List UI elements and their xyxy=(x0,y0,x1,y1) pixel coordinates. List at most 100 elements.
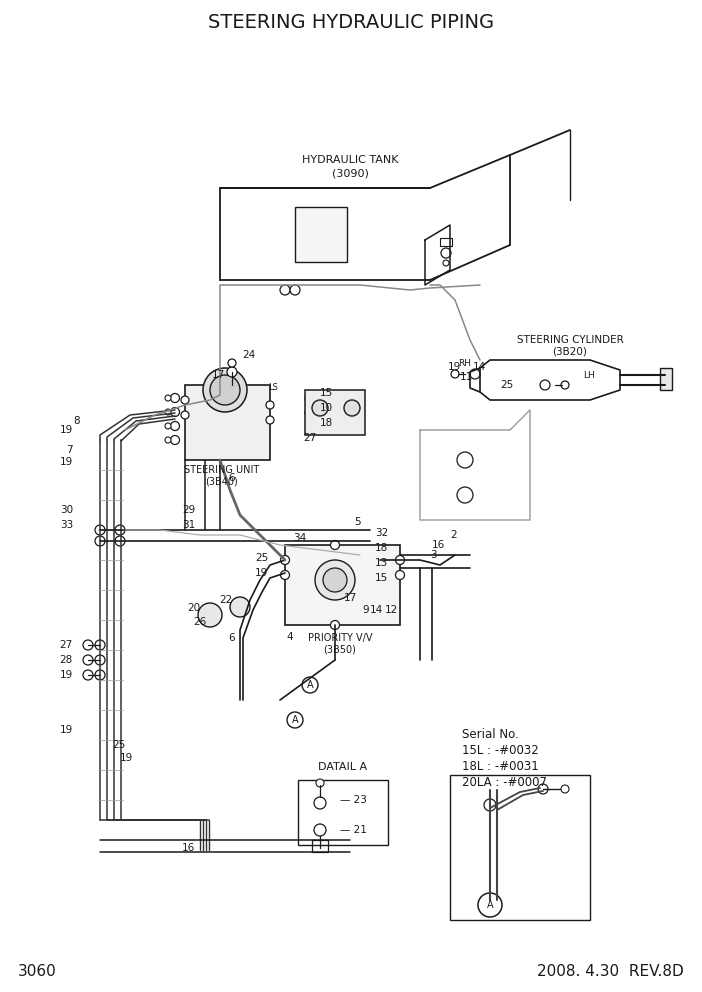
Text: — 21: — 21 xyxy=(340,825,367,835)
Text: 6: 6 xyxy=(228,633,234,643)
Circle shape xyxy=(165,395,171,401)
Text: 19: 19 xyxy=(60,670,73,680)
Text: 26: 26 xyxy=(194,617,207,627)
Circle shape xyxy=(441,248,451,258)
Text: (3090): (3090) xyxy=(331,168,369,178)
Text: 34: 34 xyxy=(293,533,307,543)
Circle shape xyxy=(266,401,274,409)
Text: 2008. 4.30  REV.8D: 2008. 4.30 REV.8D xyxy=(537,964,684,979)
Text: 31: 31 xyxy=(182,520,195,530)
Text: 19: 19 xyxy=(448,362,461,372)
Text: HYDRAULIC TANK: HYDRAULIC TANK xyxy=(302,155,398,165)
Text: LH: LH xyxy=(583,370,595,380)
Text: PRIORITY V/V: PRIORITY V/V xyxy=(307,633,372,643)
Text: 27: 27 xyxy=(303,433,317,443)
Text: 3: 3 xyxy=(430,550,437,560)
Circle shape xyxy=(165,423,171,429)
Circle shape xyxy=(312,400,328,416)
Text: 15: 15 xyxy=(375,573,388,583)
Bar xyxy=(440,238,452,246)
Circle shape xyxy=(443,260,449,266)
Text: 3060: 3060 xyxy=(18,964,57,979)
Circle shape xyxy=(470,369,480,379)
Text: 18L : -#0031: 18L : -#0031 xyxy=(462,760,538,773)
Text: 18: 18 xyxy=(320,418,333,428)
Text: Serial No.: Serial No. xyxy=(462,728,519,741)
Text: (3B40): (3B40) xyxy=(206,477,239,487)
Text: 32: 32 xyxy=(375,528,388,538)
Circle shape xyxy=(451,370,459,378)
Text: 19: 19 xyxy=(60,425,73,435)
Circle shape xyxy=(198,603,222,627)
Text: 19: 19 xyxy=(60,725,73,735)
Circle shape xyxy=(227,367,237,377)
Text: 22: 22 xyxy=(219,595,232,605)
Text: 25: 25 xyxy=(500,380,513,390)
Text: 25: 25 xyxy=(255,553,268,563)
Circle shape xyxy=(457,487,473,503)
Circle shape xyxy=(331,621,340,630)
Text: (3B20): (3B20) xyxy=(552,347,588,357)
Text: 20LA : -#0007: 20LA : -#0007 xyxy=(462,776,547,789)
Text: 14: 14 xyxy=(473,362,486,372)
Circle shape xyxy=(331,541,340,550)
Text: 10: 10 xyxy=(320,403,333,413)
Circle shape xyxy=(203,368,247,412)
Circle shape xyxy=(323,568,347,592)
Text: 33: 33 xyxy=(60,520,73,530)
Circle shape xyxy=(171,422,180,431)
Circle shape xyxy=(266,416,274,424)
Text: 28: 28 xyxy=(60,655,73,665)
Circle shape xyxy=(181,411,189,419)
Circle shape xyxy=(171,394,180,403)
Circle shape xyxy=(478,893,502,917)
Circle shape xyxy=(314,824,326,836)
Text: 19: 19 xyxy=(255,568,268,578)
Text: 2: 2 xyxy=(450,530,456,540)
Circle shape xyxy=(395,556,404,564)
Text: RH: RH xyxy=(458,358,471,367)
Circle shape xyxy=(115,536,125,546)
Text: 5: 5 xyxy=(354,517,361,527)
Text: A: A xyxy=(486,900,494,910)
Circle shape xyxy=(540,380,550,390)
Text: — 23: — 23 xyxy=(340,795,367,805)
Text: 19: 19 xyxy=(60,457,73,467)
Text: 20: 20 xyxy=(187,603,200,613)
Circle shape xyxy=(457,452,473,468)
Circle shape xyxy=(344,400,360,416)
Bar xyxy=(185,385,270,460)
Circle shape xyxy=(561,381,569,389)
Circle shape xyxy=(95,655,105,665)
Circle shape xyxy=(83,640,93,650)
Text: (3B50): (3B50) xyxy=(324,645,357,655)
Circle shape xyxy=(302,677,318,693)
Circle shape xyxy=(228,359,236,367)
Circle shape xyxy=(83,670,93,680)
Text: 6: 6 xyxy=(228,473,234,483)
Text: STEERING HYDRAULIC PIPING: STEERING HYDRAULIC PIPING xyxy=(208,13,494,32)
Circle shape xyxy=(281,556,289,564)
Circle shape xyxy=(316,779,324,787)
Circle shape xyxy=(95,670,105,680)
Text: 15: 15 xyxy=(320,388,333,398)
Text: 15L : -#0032: 15L : -#0032 xyxy=(462,744,538,757)
Circle shape xyxy=(165,437,171,443)
Text: 19: 19 xyxy=(120,753,133,763)
Bar xyxy=(450,775,590,920)
Text: 27: 27 xyxy=(60,640,73,650)
Circle shape xyxy=(538,784,548,794)
Circle shape xyxy=(210,375,240,405)
Text: 12: 12 xyxy=(385,605,398,615)
Circle shape xyxy=(314,797,326,809)
Circle shape xyxy=(287,712,303,728)
Text: STEERING UNIT: STEERING UNIT xyxy=(185,465,260,475)
Bar xyxy=(298,780,388,845)
Circle shape xyxy=(83,655,93,665)
Circle shape xyxy=(95,536,105,546)
Circle shape xyxy=(305,393,315,403)
Circle shape xyxy=(95,525,105,535)
Text: 14: 14 xyxy=(370,605,383,615)
Circle shape xyxy=(281,570,289,579)
Text: LS: LS xyxy=(268,384,278,393)
